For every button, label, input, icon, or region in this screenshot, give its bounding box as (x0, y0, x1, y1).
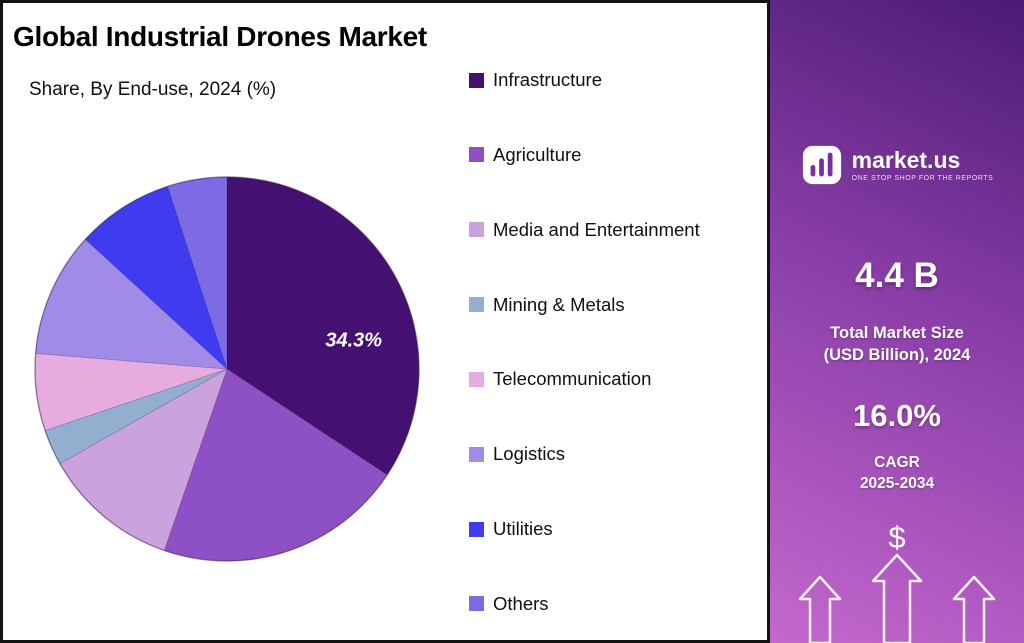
market-size-label-line2: (USD Billion), 2024 (823, 346, 971, 364)
legend-swatch (469, 596, 484, 612)
pie-slice-logistics (35, 238, 229, 370)
legend-label: Logistics (493, 443, 565, 465)
legend-item-utilities: Utilities (469, 518, 769, 540)
legend-label: Mining & Metals (493, 293, 625, 315)
legend-item-infrastructure: Infrastructure (469, 69, 769, 91)
chart-title: Global Industrial Drones Market (13, 21, 427, 52)
legend-swatch (469, 521, 484, 537)
legend-swatch (469, 446, 484, 462)
cagr-label-line2: 2025-2034 (859, 475, 935, 492)
market-size-label-line1: Total Market Size (830, 324, 964, 342)
pie-slice-agriculture (163, 368, 388, 562)
legend-item-agriculture: Agriculture (469, 144, 769, 166)
pie-slice-telecommunication (34, 352, 228, 432)
up-arrow-left (798, 575, 842, 643)
legend: Infrastructure Agriculture Media and Enter… (469, 69, 769, 615)
dollar-symbol: $ (888, 520, 906, 555)
market-size-value: 4.4 B (855, 256, 939, 295)
legend-swatch (469, 371, 484, 387)
legend-item-mining-metals: Mining & Metals (469, 294, 769, 316)
legend-label: Others (493, 592, 549, 614)
up-arrow-right (952, 575, 996, 643)
legend-item-telecommunication: Telecommunication (469, 368, 769, 390)
chart-subtitle: Share, By End-use, 2024 (%) (29, 79, 277, 100)
legend-label: Agriculture (493, 143, 582, 165)
legend-item-others: Others (469, 593, 769, 615)
pie-slice-utilities (84, 185, 228, 371)
marketus-logo-icon (802, 145, 841, 185)
brand-name: market.us (851, 147, 961, 173)
cagr-label: CAGR 2025-2034 (770, 452, 1024, 494)
up-arrow-middle (871, 553, 923, 643)
pie-chart: 34.3% (34, 176, 420, 562)
brand-text: market.us ONE STOP SHOP FOR THE REPORTS (852, 148, 994, 182)
brand-tagline: ONE STOP SHOP FOR THE REPORTS (851, 175, 994, 182)
cagr-value: 16.0% (853, 398, 941, 433)
legend-item-media-and-entertainment: Media and Entertainment (469, 219, 769, 241)
legend-label: Telecommunication (493, 368, 652, 390)
market-size-label: Total Market Size (USD Billion), 2024 (770, 322, 1024, 366)
legend-swatch (469, 147, 484, 163)
pie-data-label: 34.3% (325, 330, 382, 352)
pie-slice-media-and-entertainment (59, 368, 228, 551)
pie-slice-mining-metals (44, 368, 228, 465)
legend-swatch (469, 72, 484, 88)
legend-label: Utilities (493, 518, 553, 540)
pie-slice-infrastructure (226, 176, 420, 476)
pie-slice-others (167, 176, 228, 370)
brand-sidebar: market.us ONE STOP SHOP FOR THE REPORTS … (770, 0, 1024, 643)
cagr-label-line1: CAGR (874, 454, 920, 471)
brand-block: market.us ONE STOP SHOP FOR THE REPORTS (770, 144, 1024, 186)
legend-label: Infrastructure (493, 69, 602, 90)
legend-label: Media and Entertainment (493, 218, 700, 240)
legend-swatch (469, 297, 484, 313)
chart-panel: Global Industrial Drones Market Share, B… (0, 0, 770, 643)
growth-arrows-icon (798, 553, 996, 643)
pie-outline (34, 176, 420, 562)
legend-item-logistics: Logistics (469, 443, 769, 465)
legend-swatch (469, 222, 484, 238)
